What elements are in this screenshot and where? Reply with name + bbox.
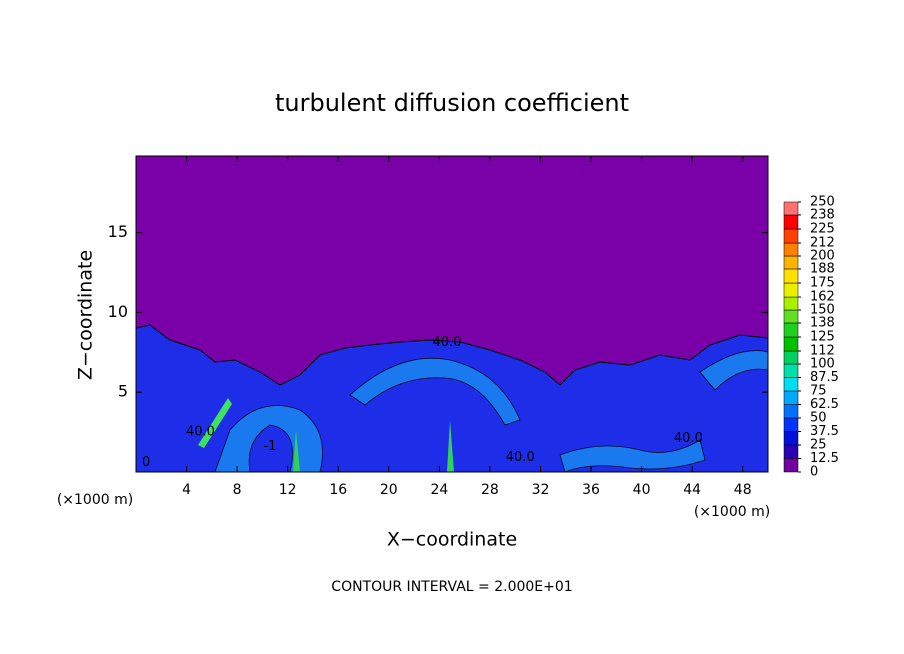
x-tick-label: 44: [683, 482, 701, 498]
colorbar-box: [783, 363, 799, 378]
colorbar-label: 162: [810, 290, 835, 305]
colorbar-box: [783, 431, 799, 446]
colorbar-box: [783, 242, 799, 257]
colorbar-label: 50: [810, 411, 827, 426]
colorbar-label: 212: [810, 236, 835, 251]
field-green: [198, 398, 232, 448]
colorbar-label: 150: [810, 303, 835, 318]
field-green: [447, 420, 454, 472]
x-unit-label: (×1000 m): [694, 504, 770, 520]
colorbar-box: [783, 255, 799, 270]
colorbar-box: [783, 336, 799, 352]
colorbar-box: [783, 228, 799, 244]
colorbar-box: [783, 201, 799, 216]
colorbar-label: 250: [810, 195, 835, 210]
y-axis-label: Z−coordinate: [75, 250, 97, 380]
colorbar-label: 125: [810, 330, 835, 345]
chart-title: turbulent diffusion coefficient: [275, 89, 629, 117]
footer-note: CONTOUR INTERVAL = 2.000E+01: [331, 579, 572, 595]
colorbar-label: 112: [810, 344, 835, 359]
field-light: [349, 357, 521, 426]
x-tick-label: 12: [279, 482, 297, 498]
colorbar-box: [783, 322, 799, 338]
x-tick-label: 8: [233, 482, 242, 498]
colorbar-label: 200: [810, 249, 835, 264]
x-tick-label: 40: [633, 482, 651, 498]
colorbar-box: [783, 377, 799, 392]
colorbar-label: 138: [810, 315, 835, 330]
contour-label: 40.0: [674, 431, 703, 446]
y-tick-label: 15: [108, 222, 128, 241]
colorbar-label: 225: [810, 222, 835, 237]
colorbar-label: 12.5: [810, 451, 839, 466]
colorbar-box: [783, 458, 799, 473]
colorbar-box: [783, 309, 799, 324]
colorbar-box: [783, 444, 799, 459]
x-tick-label: 36: [582, 482, 600, 498]
x-unit-label: (×1000 m): [57, 492, 133, 508]
contour-label: 40.0: [432, 335, 461, 350]
colorbar-label: 62.5: [810, 397, 839, 412]
x-tick-label: 16: [329, 482, 347, 498]
plot-frame: [135, 155, 769, 473]
field-light: [699, 350, 768, 391]
field-light: [559, 439, 706, 472]
colorbar-label: 100: [810, 357, 835, 372]
colorbar-box: [783, 268, 799, 284]
x-tick-label: 24: [430, 482, 448, 498]
x-tick-label: 32: [532, 482, 550, 498]
x-tick-label: 4: [182, 482, 191, 498]
field-green: [293, 430, 300, 472]
colorbar-label: 37.5: [810, 424, 839, 439]
field: [136, 156, 768, 472]
colorbar-box: [783, 404, 799, 419]
colorbar-label: 188: [810, 261, 835, 276]
colorbar-box: [783, 417, 799, 432]
x-tick-label: 20: [380, 482, 398, 498]
contour-label: 40.0: [506, 450, 535, 465]
colorbar-label: 238: [810, 207, 835, 222]
colorbar-box: [783, 390, 799, 405]
contour-label: 40.0: [186, 425, 215, 440]
colorbar-label: 175: [810, 276, 835, 291]
colorbar-box: [783, 214, 799, 230]
colorbar-box: [783, 296, 799, 311]
x-tick-label: 28: [481, 482, 499, 498]
colorbar-label: 75: [810, 384, 827, 399]
y-tick-label: 5: [118, 382, 128, 401]
y-tick-label: 10: [108, 302, 128, 321]
colorbar-box: [783, 282, 799, 298]
colorbar-label: 87.5: [810, 370, 839, 385]
contour-label: -1: [263, 439, 276, 454]
colorbar-label: 25: [810, 438, 827, 453]
colorbar-box: [783, 350, 799, 365]
x-tick-label: 48: [734, 482, 752, 498]
contour-label: 0: [142, 455, 150, 470]
x-axis-label: X−coordinate: [387, 529, 517, 551]
colorbar-label: 0: [810, 465, 818, 480]
